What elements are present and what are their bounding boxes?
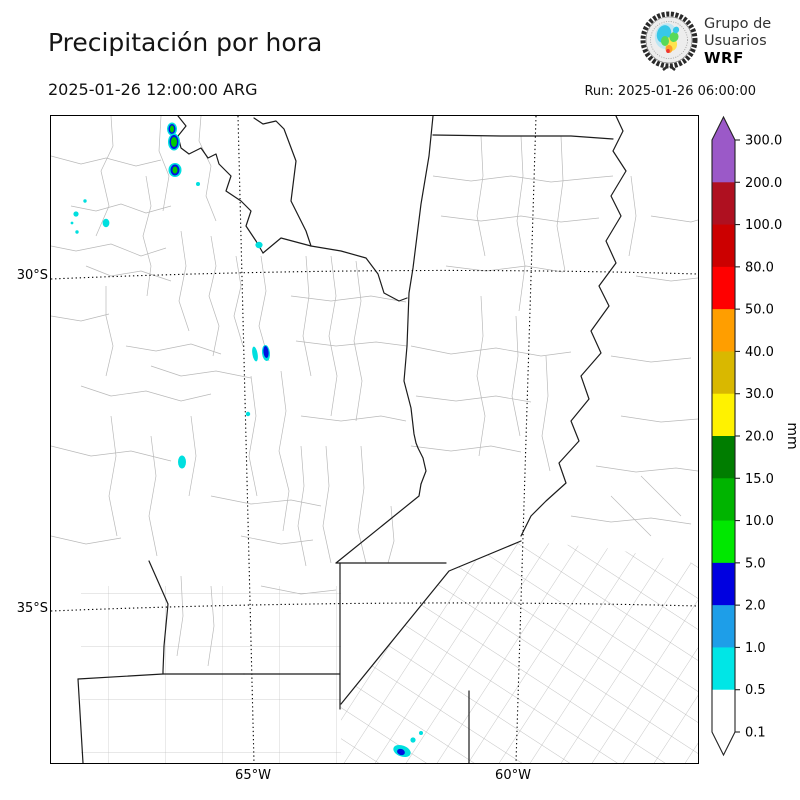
precip-cell	[170, 125, 174, 133]
colorbar-tick-label: 20.0	[745, 430, 774, 445]
colorbar-tick-label: 300.0	[745, 134, 782, 149]
logo-line-1: Grupo de	[704, 16, 772, 32]
colorbar-segment	[712, 309, 735, 353]
colorbar: 300.0 200.0 100.0 80.0 50.0 40.0 30.0 20.0 15.0 1…	[700, 100, 800, 790]
colorbar-over-arrow	[712, 117, 735, 140]
precip-cell	[102, 218, 110, 228]
colorbar-segment	[712, 436, 735, 479]
colorbar-segment	[712, 647, 735, 691]
colorbar-segment	[712, 520, 735, 564]
lon-label-60w: 60°W	[495, 768, 531, 783]
graticule-60w	[515, 116, 537, 763]
colorbar-tick-label: 2.0	[745, 599, 766, 614]
colorbar-tick-label: 30.0	[745, 387, 774, 402]
colorbar-segment	[712, 351, 735, 395]
logo-text: Grupo de Usuarios WRF	[704, 16, 771, 67]
wrf-logo-emblem	[640, 11, 698, 71]
colorbar-tick-label: 200.0	[745, 176, 782, 191]
colorbar-tick-label: 1.0	[745, 641, 766, 656]
precip-cell	[70, 221, 74, 225]
precipitation-cells-layer	[70, 122, 423, 758]
logo-line-2: Usuarios	[704, 33, 767, 49]
colorbar-tick-label: 100.0	[745, 218, 782, 233]
run-time-label: Run: 2025-01-26 06:00:00	[584, 84, 756, 99]
graticule-lines	[51, 116, 698, 763]
weather-map	[50, 115, 699, 764]
colorbar-tick-label: 0.5	[745, 683, 766, 698]
buenosaires-department-grid	[341, 541, 698, 763]
precip-cell	[178, 455, 186, 469]
wrf-logo-icon	[638, 10, 700, 74]
colorbar-segment	[712, 689, 735, 733]
colorbar-unit-label: mm	[784, 422, 800, 449]
colorbar-tick-label: 10.0	[745, 514, 774, 529]
precip-cell	[75, 230, 79, 234]
colorbar-tick-label: 40.0	[745, 345, 774, 360]
precip-cell	[419, 731, 423, 735]
valid-time-label: 2025-01-26 12:00:00 ARG	[48, 80, 258, 99]
colorbar-segment	[712, 393, 735, 437]
precip-cell	[252, 346, 258, 362]
page-title: Precipitación por hora	[48, 28, 323, 57]
department-boundaries	[51, 116, 698, 667]
colorbar-segment	[712, 182, 735, 226]
precip-cell	[410, 737, 416, 743]
colorbar-segment	[712, 140, 735, 183]
precip-cell	[83, 199, 87, 203]
colorbar-canvas: 300.0 200.0 100.0 80.0 50.0 40.0 30.0 20.0 15.0 1…	[711, 115, 800, 757]
logo-line-wrf: WRF	[704, 49, 744, 67]
colorbar-tick-label: 5.0	[745, 556, 766, 571]
province-boundaries	[77, 116, 627, 763]
graticule-30s	[51, 269, 698, 280]
colorbar-segment	[712, 266, 735, 310]
lon-label-65w: 65°W	[235, 768, 271, 783]
colorbar-segment	[712, 605, 735, 649]
precip-cell	[73, 211, 79, 217]
precip-cell	[196, 182, 200, 186]
precip-cell	[397, 748, 405, 756]
colorbar-tick-label: 50.0	[745, 303, 774, 318]
precip-cell	[245, 411, 251, 417]
colorbar-tick-label: 80.0	[745, 260, 774, 275]
map-canvas	[51, 116, 698, 763]
colorbar-segment	[712, 478, 735, 522]
colorbar-segment	[712, 562, 735, 606]
precip-cell	[171, 137, 177, 147]
precip-cell	[263, 346, 269, 358]
lat-label-30s: 30°S	[16, 268, 48, 283]
precip-cell	[255, 241, 263, 249]
graticule-65w	[237, 116, 255, 763]
lat-label-35s: 35°S	[16, 601, 48, 616]
colorbar-tick-label: 15.0	[745, 472, 774, 487]
precip-cell	[172, 166, 178, 174]
colorbar-under-arrow	[712, 732, 735, 755]
colorbar-segment	[712, 224, 735, 268]
colorbar-tick-label: 0.1	[745, 726, 766, 741]
